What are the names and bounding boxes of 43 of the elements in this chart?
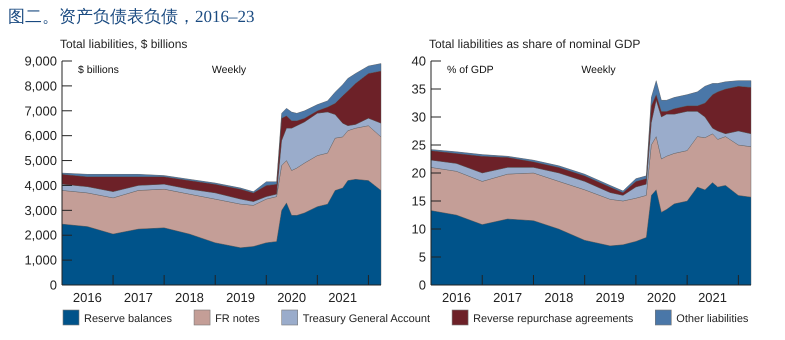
x-tick-label: 2016 bbox=[442, 290, 471, 305]
y-tick-label: 0 bbox=[418, 278, 426, 292]
y-tick-label: 15 bbox=[412, 194, 426, 208]
legend-label: Reserve balances bbox=[84, 313, 173, 325]
annotation: $ billions bbox=[78, 64, 119, 76]
chart-subtitle: Total liabilities, $ billions bbox=[60, 37, 188, 51]
annotation: Weekly bbox=[581, 64, 616, 76]
legend-label: FR notes bbox=[215, 313, 260, 325]
y-tick-label: 6,000 bbox=[24, 128, 57, 144]
y-tick-label: 9,000 bbox=[24, 54, 57, 68]
y-tick-label: 2,000 bbox=[24, 228, 57, 243]
y-tick-label: 5 bbox=[418, 250, 426, 264]
x-tick-label: 2020 bbox=[277, 290, 306, 305]
x-tick-label: 2017 bbox=[493, 290, 522, 305]
y-tick-label: 35 bbox=[412, 82, 426, 96]
x-tick-label: 2017 bbox=[124, 290, 153, 305]
annotation: Weekly bbox=[212, 64, 247, 76]
legend-label: Treasury General Account bbox=[302, 313, 430, 325]
x-tick-label: 2020 bbox=[646, 290, 676, 305]
x-tick-label: 2019 bbox=[226, 290, 255, 305]
legend-label: Other liabilities bbox=[676, 313, 749, 325]
y-tick-label: 10 bbox=[412, 222, 426, 236]
annotation: % of GDP bbox=[447, 64, 494, 76]
y-tick-label: 20 bbox=[412, 166, 426, 180]
y-tick-label: 40 bbox=[412, 54, 426, 68]
x-tick-label: 2019 bbox=[596, 290, 625, 305]
y-tick-label: 0 bbox=[50, 278, 57, 292]
x-tick-label: 2018 bbox=[544, 290, 574, 305]
x-tick-label: 2021 bbox=[698, 290, 728, 305]
legend-label: Reverse repurchase agreements bbox=[473, 313, 634, 325]
y-tick-label: 25 bbox=[412, 138, 426, 152]
y-tick-label: 7,000 bbox=[24, 103, 57, 118]
x-tick-label: 2016 bbox=[72, 290, 102, 305]
x-tick-label: 2018 bbox=[175, 290, 204, 305]
y-tick-label: 4,000 bbox=[24, 178, 57, 193]
y-tick-label: 8,000 bbox=[24, 78, 57, 94]
y-tick-label: 30 bbox=[412, 110, 426, 124]
x-tick-label: 2021 bbox=[328, 290, 358, 305]
y-tick-label: 5,000 bbox=[24, 153, 57, 168]
chart-title: 图二。资产负债表负债，2016–23 bbox=[8, 7, 254, 26]
chart-subtitle: Total liabilities as share of nominal GDP bbox=[429, 37, 640, 51]
y-tick-label: 1,000 bbox=[24, 252, 57, 268]
y-tick-label: 3,000 bbox=[24, 202, 57, 218]
